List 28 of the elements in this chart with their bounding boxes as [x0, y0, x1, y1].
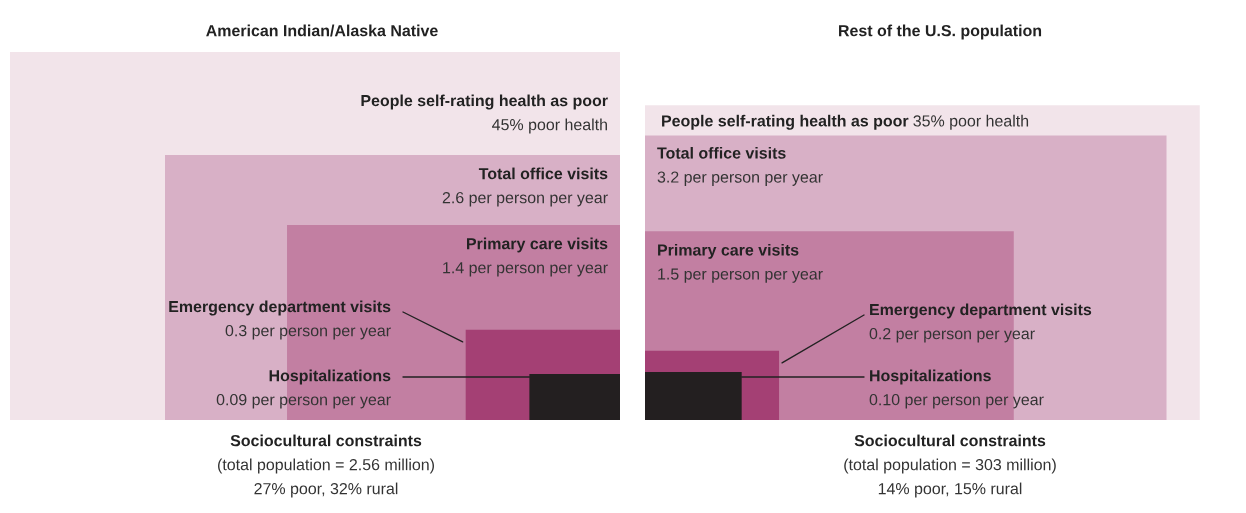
text: Sociocultural constraints	[230, 434, 422, 447]
data-label: 45% poor health	[492, 118, 607, 134]
text: 14% poor, 15% rural	[878, 482, 1022, 498]
category-label: Emergency department visits	[870, 303, 1092, 319]
data-label: 3.2 per person per year	[657, 171, 823, 186]
category-label: Hospitalizations	[870, 369, 991, 385]
category-label: Total office visits	[478, 167, 608, 180]
category-label: Hospitalizations	[269, 369, 391, 385]
data-label: 0.3 per person per year	[225, 324, 391, 340]
category-label: People self-rating health as poor	[361, 94, 608, 110]
category-label: Emergency department visits	[169, 300, 391, 316]
data-label: 1.4 per person per year	[443, 262, 608, 277]
data-label: 2.6 per person per year	[442, 191, 608, 207]
category-label: Primary care visits	[658, 243, 799, 259]
data-label: 1.5 per person per year	[658, 268, 823, 283]
data-label: 0.10 per person per year	[869, 393, 1044, 409]
text: Sociocultural constraints	[854, 434, 1046, 447]
category-label: People self-rating health as poor	[662, 114, 909, 130]
text: (total population = 2.56 million)	[218, 458, 434, 474]
text: American Indian/Alaska Native	[206, 24, 438, 37]
text: Rest of the U.S. population	[839, 24, 1042, 40]
category-label: Total office visits	[657, 147, 786, 159]
text: (total population = 303 million)	[844, 458, 1056, 474]
text: 27% poor, 32% rural	[254, 482, 398, 498]
category-label: Primary care visits	[467, 237, 608, 253]
data-label: 35% poor health	[913, 114, 1029, 130]
data-label: 0.09 per person per year	[216, 393, 391, 409]
data-label: 0.2 per person per year	[869, 327, 1035, 343]
